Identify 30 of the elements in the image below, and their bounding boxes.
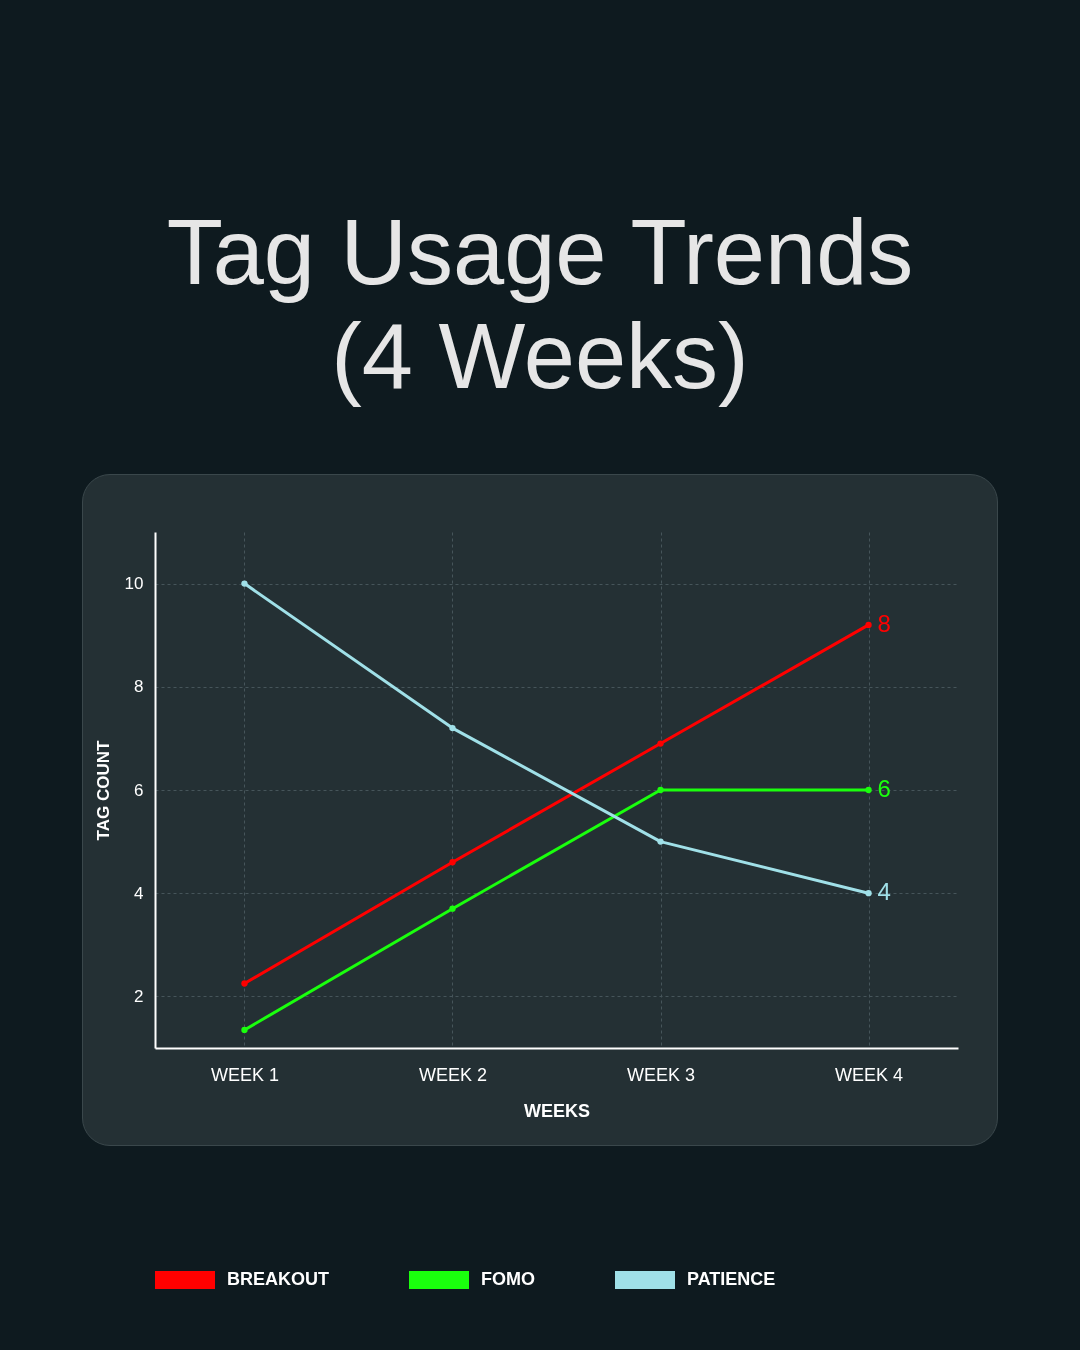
chart-title: Tag Usage Trends (4 Weeks) — [165, 200, 915, 408]
y-tick-label: 2 — [134, 986, 144, 1006]
point — [241, 980, 248, 987]
x-tick-label: WEEK 2 — [418, 1064, 487, 1085]
x-tick-label: WEEK 1 — [210, 1064, 279, 1085]
annotation: 4 — [877, 878, 891, 906]
annotation: 8 — [877, 609, 891, 637]
y-tick-label: 6 — [134, 780, 144, 800]
point — [657, 786, 664, 794]
x-axis-title: WEEKS — [523, 1100, 591, 1121]
x-tick-label: WEEK 4 — [835, 1064, 904, 1085]
y-tick-label: 10 — [124, 574, 144, 594]
point — [449, 859, 456, 866]
y-tick-label: 4 — [134, 883, 144, 903]
point — [865, 890, 872, 897]
y-axis-title: TAG COUNT — [93, 740, 113, 841]
point — [449, 724, 456, 732]
x-tick-label: WEEK 3 — [627, 1064, 696, 1085]
point — [865, 621, 872, 629]
legend-label: PATIENCE — [687, 1269, 776, 1289]
point — [657, 740, 664, 747]
legend-label: FOMO — [481, 1269, 535, 1289]
annotation: 6 — [877, 775, 891, 802]
y-tick-label: 8 — [134, 677, 144, 697]
point — [865, 786, 872, 794]
legend-label: BREAKOUT — [227, 1269, 329, 1289]
point — [241, 1026, 248, 1034]
point — [657, 838, 664, 845]
point — [241, 580, 248, 587]
point — [449, 905, 456, 912]
